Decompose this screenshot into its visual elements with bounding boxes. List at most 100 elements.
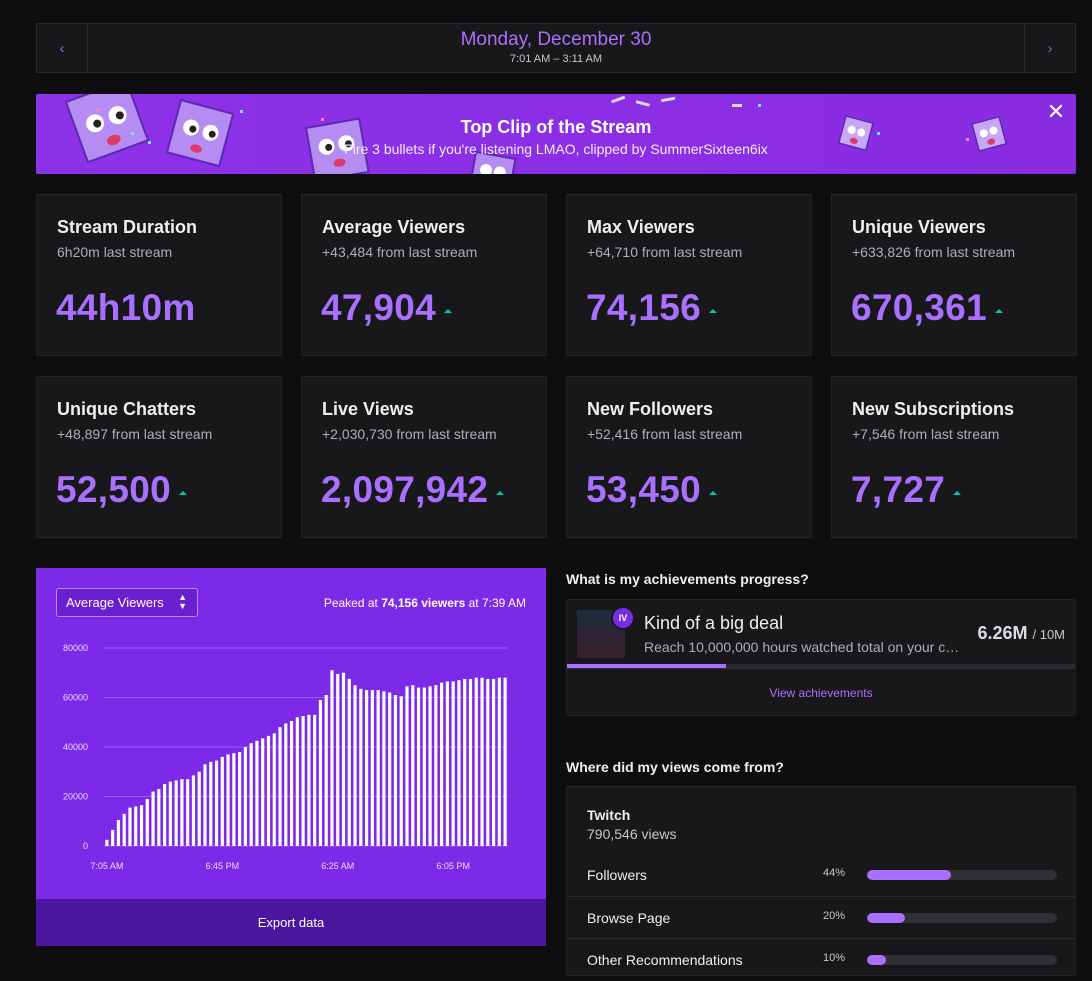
chart-bar[interactable] [457, 680, 461, 846]
chart-bar[interactable] [134, 806, 138, 846]
average-viewers-chart[interactable]: 0 20000 40000 60000 80000 7:05 AM 6:45 PM 6:25 … [36, 568, 546, 898]
chart-bar[interactable] [163, 784, 167, 846]
chart-bar[interactable] [116, 820, 121, 846]
stat-value: 53,450 [586, 469, 717, 511]
stat-title: Unique Viewers [852, 217, 986, 237]
stat-card-max-viewers: Max Viewers +64,710 from last stream 74,… [566, 194, 812, 356]
source-row-browse-page: Browse Page 20% [567, 896, 1075, 939]
metric-select[interactable]: Average Viewers ▲ ▼ [56, 588, 198, 617]
stat-title: New Subscriptions [852, 399, 1015, 419]
stat-card-unique-viewers: Unique Viewers +633,826 from last stream… [831, 194, 1077, 356]
chart-bar[interactable] [313, 714, 317, 846]
source-view-count: 790,546 views [587, 826, 677, 842]
stat-value: 74,156 [586, 287, 717, 329]
chart-bar[interactable] [428, 686, 432, 846]
chart-bar[interactable] [220, 756, 224, 846]
x-tick-label: 6:05 PM [436, 861, 470, 871]
banner-subtitle[interactable]: Fire 3 bullets if you're listening LMAO,… [344, 141, 768, 157]
chart-bar[interactable] [186, 779, 190, 846]
chart-bar[interactable] [272, 733, 276, 846]
chart-bar[interactable] [486, 678, 490, 846]
source-row-bar [867, 870, 1057, 880]
chart-bar[interactable] [289, 721, 294, 846]
top-clip-banner[interactable]: Top Clip of the Stream Fire 3 bullets if… [36, 94, 1076, 174]
stat-card-new-subscriptions: New Subscriptions +7,546 from last strea… [831, 376, 1077, 538]
previous-date-button[interactable]: ‹ [37, 24, 88, 72]
chart-bar[interactable] [145, 798, 149, 846]
chart-bar[interactable] [203, 764, 207, 846]
chart-bar[interactable] [105, 839, 109, 846]
sort-arrows-icon: ▲ ▼ [178, 592, 187, 611]
chart-bar[interactable] [232, 753, 236, 846]
chart-bar[interactable] [503, 677, 507, 846]
chart-bar[interactable] [497, 677, 501, 846]
chart-bar[interactable] [255, 740, 259, 846]
chart-bar[interactable] [214, 760, 219, 846]
chart-bar[interactable] [411, 685, 415, 846]
chart-bar[interactable] [151, 791, 155, 846]
chart-bar[interactable] [451, 681, 455, 846]
chart-bar[interactable] [209, 761, 213, 846]
chart-bar[interactable] [440, 682, 444, 846]
chart-bar[interactable] [365, 690, 369, 846]
chart-bar[interactable] [301, 716, 305, 846]
chart-bar[interactable] [139, 805, 144, 846]
chart-bar[interactable] [197, 771, 201, 846]
banner-title: Top Clip of the Stream [460, 117, 652, 137]
chart-bar[interactable] [284, 723, 288, 846]
chart-bar[interactable] [474, 677, 478, 846]
chart-bar[interactable] [405, 686, 409, 846]
chart-bar[interactable] [307, 714, 311, 846]
chart-bar[interactable] [318, 699, 323, 846]
stream-time-range: 7:01 AM – 3:11 AM [509, 53, 603, 65]
chart-bar[interactable] [370, 690, 374, 846]
chart-bar[interactable] [341, 672, 346, 846]
stat-card-unique-chatters: Unique Chatters +48,897 from last stream… [36, 376, 282, 538]
chart-bar[interactable] [445, 681, 449, 846]
chart-bar[interactable] [168, 781, 172, 846]
chart-bar[interactable] [157, 789, 161, 846]
chart-bar[interactable] [388, 692, 392, 846]
chart-bar[interactable] [463, 678, 467, 846]
export-data-button[interactable]: Export data [36, 899, 546, 946]
chart-bar[interactable] [243, 747, 247, 846]
chart-bar[interactable] [376, 690, 380, 846]
chart-bar[interactable] [238, 751, 242, 846]
chart-bar[interactable] [191, 775, 196, 846]
chart-bar[interactable] [347, 678, 351, 846]
chart-bar[interactable] [359, 688, 363, 846]
chart-bar[interactable] [261, 738, 265, 846]
mascot-decoration-icon [64, 94, 1008, 174]
chart-bar[interactable] [324, 695, 328, 846]
chart-bar[interactable] [336, 673, 340, 846]
chart-bar[interactable] [422, 687, 426, 846]
y-tick-label: 40000 [63, 742, 88, 752]
chart-bar[interactable] [330, 670, 334, 846]
chart-bar[interactable] [480, 677, 484, 846]
source-row-label: Other Recommendations [587, 952, 743, 968]
chart-bar[interactable] [491, 678, 496, 846]
chart-bar[interactable] [249, 743, 253, 846]
chart-bar[interactable] [266, 735, 271, 846]
chart-bar[interactable] [382, 691, 386, 846]
chart-bar[interactable] [226, 754, 230, 846]
chart-bar[interactable] [278, 727, 282, 846]
close-icon[interactable]: ✕ [1046, 99, 1066, 124]
chart-bar[interactable] [399, 696, 403, 846]
chart-bar[interactable] [174, 780, 178, 846]
stat-subtitle: +43,484 from last stream [322, 244, 478, 260]
view-achievements-link[interactable]: View achievements [567, 668, 1075, 716]
chart-bar[interactable] [416, 687, 421, 846]
chart-bar[interactable] [295, 717, 299, 846]
trend-up-icon [953, 491, 962, 495]
chart-bar[interactable] [128, 807, 132, 846]
chart-bar[interactable] [434, 685, 438, 846]
chart-bar[interactable] [180, 779, 184, 846]
chart-bar[interactable] [122, 813, 126, 846]
chart-bar[interactable] [468, 678, 473, 846]
chart-bar[interactable] [353, 685, 357, 846]
chart-bar[interactable] [393, 695, 398, 846]
chart-bar[interactable] [111, 829, 115, 846]
stat-subtitle: 6h20m last stream [57, 244, 173, 260]
next-date-button[interactable]: › [1024, 24, 1075, 72]
